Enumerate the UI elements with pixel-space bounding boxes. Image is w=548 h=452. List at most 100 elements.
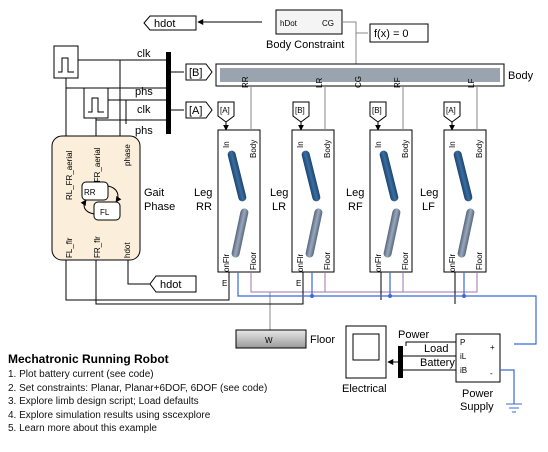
mux-bar-a[interactable] <box>166 94 171 134</box>
power-supply-block[interactable]: P iL iB + - Power Supply <box>455 333 501 413</box>
electrical-scope[interactable]: Electrical <box>342 325 387 395</box>
body-port-lr: LR <box>315 78 324 88</box>
notes-panel: Mechatronic Running Robot 1. Plot batter… <box>8 352 348 436</box>
leg-lr[interactable]: [B] In Body onFlr Floor Leg LR <box>270 101 335 273</box>
gait-port-rl-fr-aerial: RL_FR_aerial <box>65 150 74 200</box>
body-block[interactable]: Body RR LR CG RF LF <box>215 63 534 88</box>
electrical-label: Electrical <box>342 383 387 395</box>
note-learn-more[interactable]: 5. Learn more about this example <box>8 423 157 434</box>
leg-rr-port-onflr: onFlr <box>222 253 231 272</box>
gait-state-fl <box>93 201 121 221</box>
body-port-rf: RF <box>393 77 402 88</box>
ps-port-il: iL <box>460 352 467 361</box>
gait-state-rr <box>81 181 109 201</box>
goto-a-tag[interactable]: [A] <box>185 101 213 119</box>
hdot-from-wire <box>127 260 150 285</box>
signal-clk-1: clk <box>137 48 151 60</box>
leg-rf-label-2: RF <box>348 201 363 213</box>
leg-lf-port-floor: Floor <box>475 251 484 270</box>
leg-rf-port-floor: Floor <box>401 251 410 270</box>
hdot-goto-tag[interactable]: hdot <box>143 15 197 31</box>
leg-lf-port-body: Body <box>475 140 484 158</box>
power-wire <box>405 341 456 346</box>
gait-phase-chart[interactable]: RL_FR_aerial FL_FR_aerial phase RR FL FL… <box>51 135 175 261</box>
leg-rr-port-body: Body <box>249 140 258 158</box>
leg-lf-port-in: In <box>448 141 457 148</box>
leg-rf-port-in: In <box>374 141 383 148</box>
leg-rr-port-e: E <box>222 279 227 288</box>
notes-title: Mechatronic Running Robot <box>8 352 169 366</box>
leg-lr-port-onflr: onFlr <box>296 253 305 272</box>
gait-port-phase: phase <box>123 144 132 166</box>
leg-lf-label-2: LF <box>422 201 435 213</box>
leg-lr-label-2: LR <box>272 201 286 213</box>
gait-port-fr-flr: FR_flr <box>93 236 102 258</box>
leg-lr-from-label: [B] <box>295 106 305 115</box>
power-supply-label-2: Supply <box>460 401 494 413</box>
body-constraint-block[interactable]: hDot CG Body Constraint <box>266 9 344 51</box>
leg-lr-label-1: Leg <box>270 187 288 199</box>
gait-transition-2 <box>80 199 95 215</box>
note-explore-limb-design[interactable]: 3. Explore limb design script; Load defa… <box>8 396 199 407</box>
note-set-constraints[interactable]: 2. Set constraints: Planar, Planar+6DOF,… <box>8 382 268 394</box>
gait-port-hdot: hdot <box>123 242 132 258</box>
body-constraint-port-in: hDot <box>280 19 298 28</box>
body-label: Body <box>508 70 534 82</box>
leg-rr-port-floor: Floor <box>249 251 258 270</box>
gait-port-fl-fr-aerial: FL_FR_aerial <box>93 147 102 196</box>
leg-rr-label-1: Leg <box>194 187 212 199</box>
ground-wire <box>500 369 515 404</box>
leg-lr-port-in: In <box>296 141 305 148</box>
leg-rr[interactable]: [A] In Body onFlr Floor Leg RR <box>194 101 261 273</box>
body-port-cg: CG <box>354 76 363 88</box>
ps-port-ib: iB <box>460 366 467 375</box>
body-port-lf: LF <box>467 79 476 88</box>
gait-label-2: Phase <box>144 201 175 213</box>
signal-power: Power <box>398 329 430 341</box>
leg-rf-port-onflr: onFlr <box>374 253 383 272</box>
leg-lr-port-floor: Floor <box>323 251 332 270</box>
hdot-from-tag[interactable]: hdot <box>149 275 197 293</box>
gait-port-fl-flr: FL_flr <box>65 237 74 258</box>
svg-text:-: - <box>490 369 493 378</box>
leg-rr-from-label: [A] <box>220 106 230 115</box>
note-plot-battery-current[interactable]: 1. Plot battery current (see code) <box>8 369 154 380</box>
cg-wire <box>342 21 357 64</box>
mux-bar-b[interactable] <box>166 52 171 94</box>
leg-lr-port-e: E <box>296 279 301 288</box>
leg-lf-from-label: [A] <box>446 106 456 115</box>
leg-lr-port-body: Body <box>323 140 332 158</box>
floor-icon-label: W <box>265 336 273 345</box>
onflr-feedback-1 <box>65 260 230 301</box>
body-constraint-label: Body Constraint <box>266 39 344 51</box>
leg-rr-port-in: In <box>222 141 231 148</box>
electrical-bus-wire <box>237 272 537 345</box>
svg-text:+: + <box>490 343 495 352</box>
signal-clk-2: clk <box>137 104 151 116</box>
gait-state-rr-label: RR <box>84 188 96 197</box>
body-constraint-port-out: CG <box>322 19 334 28</box>
hdot-goto-label: hdot <box>154 18 175 30</box>
pulse-generator-1[interactable] <box>53 45 79 79</box>
signal-phs-1: phs <box>135 86 153 98</box>
note-explore-simulation[interactable]: 4. Explore simulation results using ssce… <box>8 409 211 421</box>
leg-lf[interactable]: [A] In Body onFlr Floor Leg LF <box>420 101 487 273</box>
gait-state-fl-label: FL <box>100 208 110 217</box>
goto-b-tag[interactable]: [B] <box>185 63 213 81</box>
elec-mux-bar[interactable] <box>398 346 403 378</box>
floor-block[interactable]: W Floor <box>235 329 335 349</box>
hdot-from-label: hdot <box>160 279 181 291</box>
pulse-generator-2[interactable] <box>83 87 109 119</box>
signal-load: Load <box>424 343 448 355</box>
leg-rf[interactable]: [B] In Body onFlr Floor Leg RF <box>346 101 413 273</box>
leg-rf-port-body: Body <box>401 140 410 158</box>
fx0-solver-block[interactable]: f(x) = 0 <box>369 23 429 43</box>
power-supply-label-1: Power <box>462 388 494 400</box>
signal-phs-2: phs <box>135 125 153 137</box>
leg-lf-label-1: Leg <box>420 187 438 199</box>
gait-label-1: Gait <box>144 187 164 199</box>
goto-a-label: [A] <box>189 105 202 117</box>
leg-rr-label-2: RR <box>196 201 212 213</box>
leg-rf-label-1: Leg <box>346 187 364 199</box>
